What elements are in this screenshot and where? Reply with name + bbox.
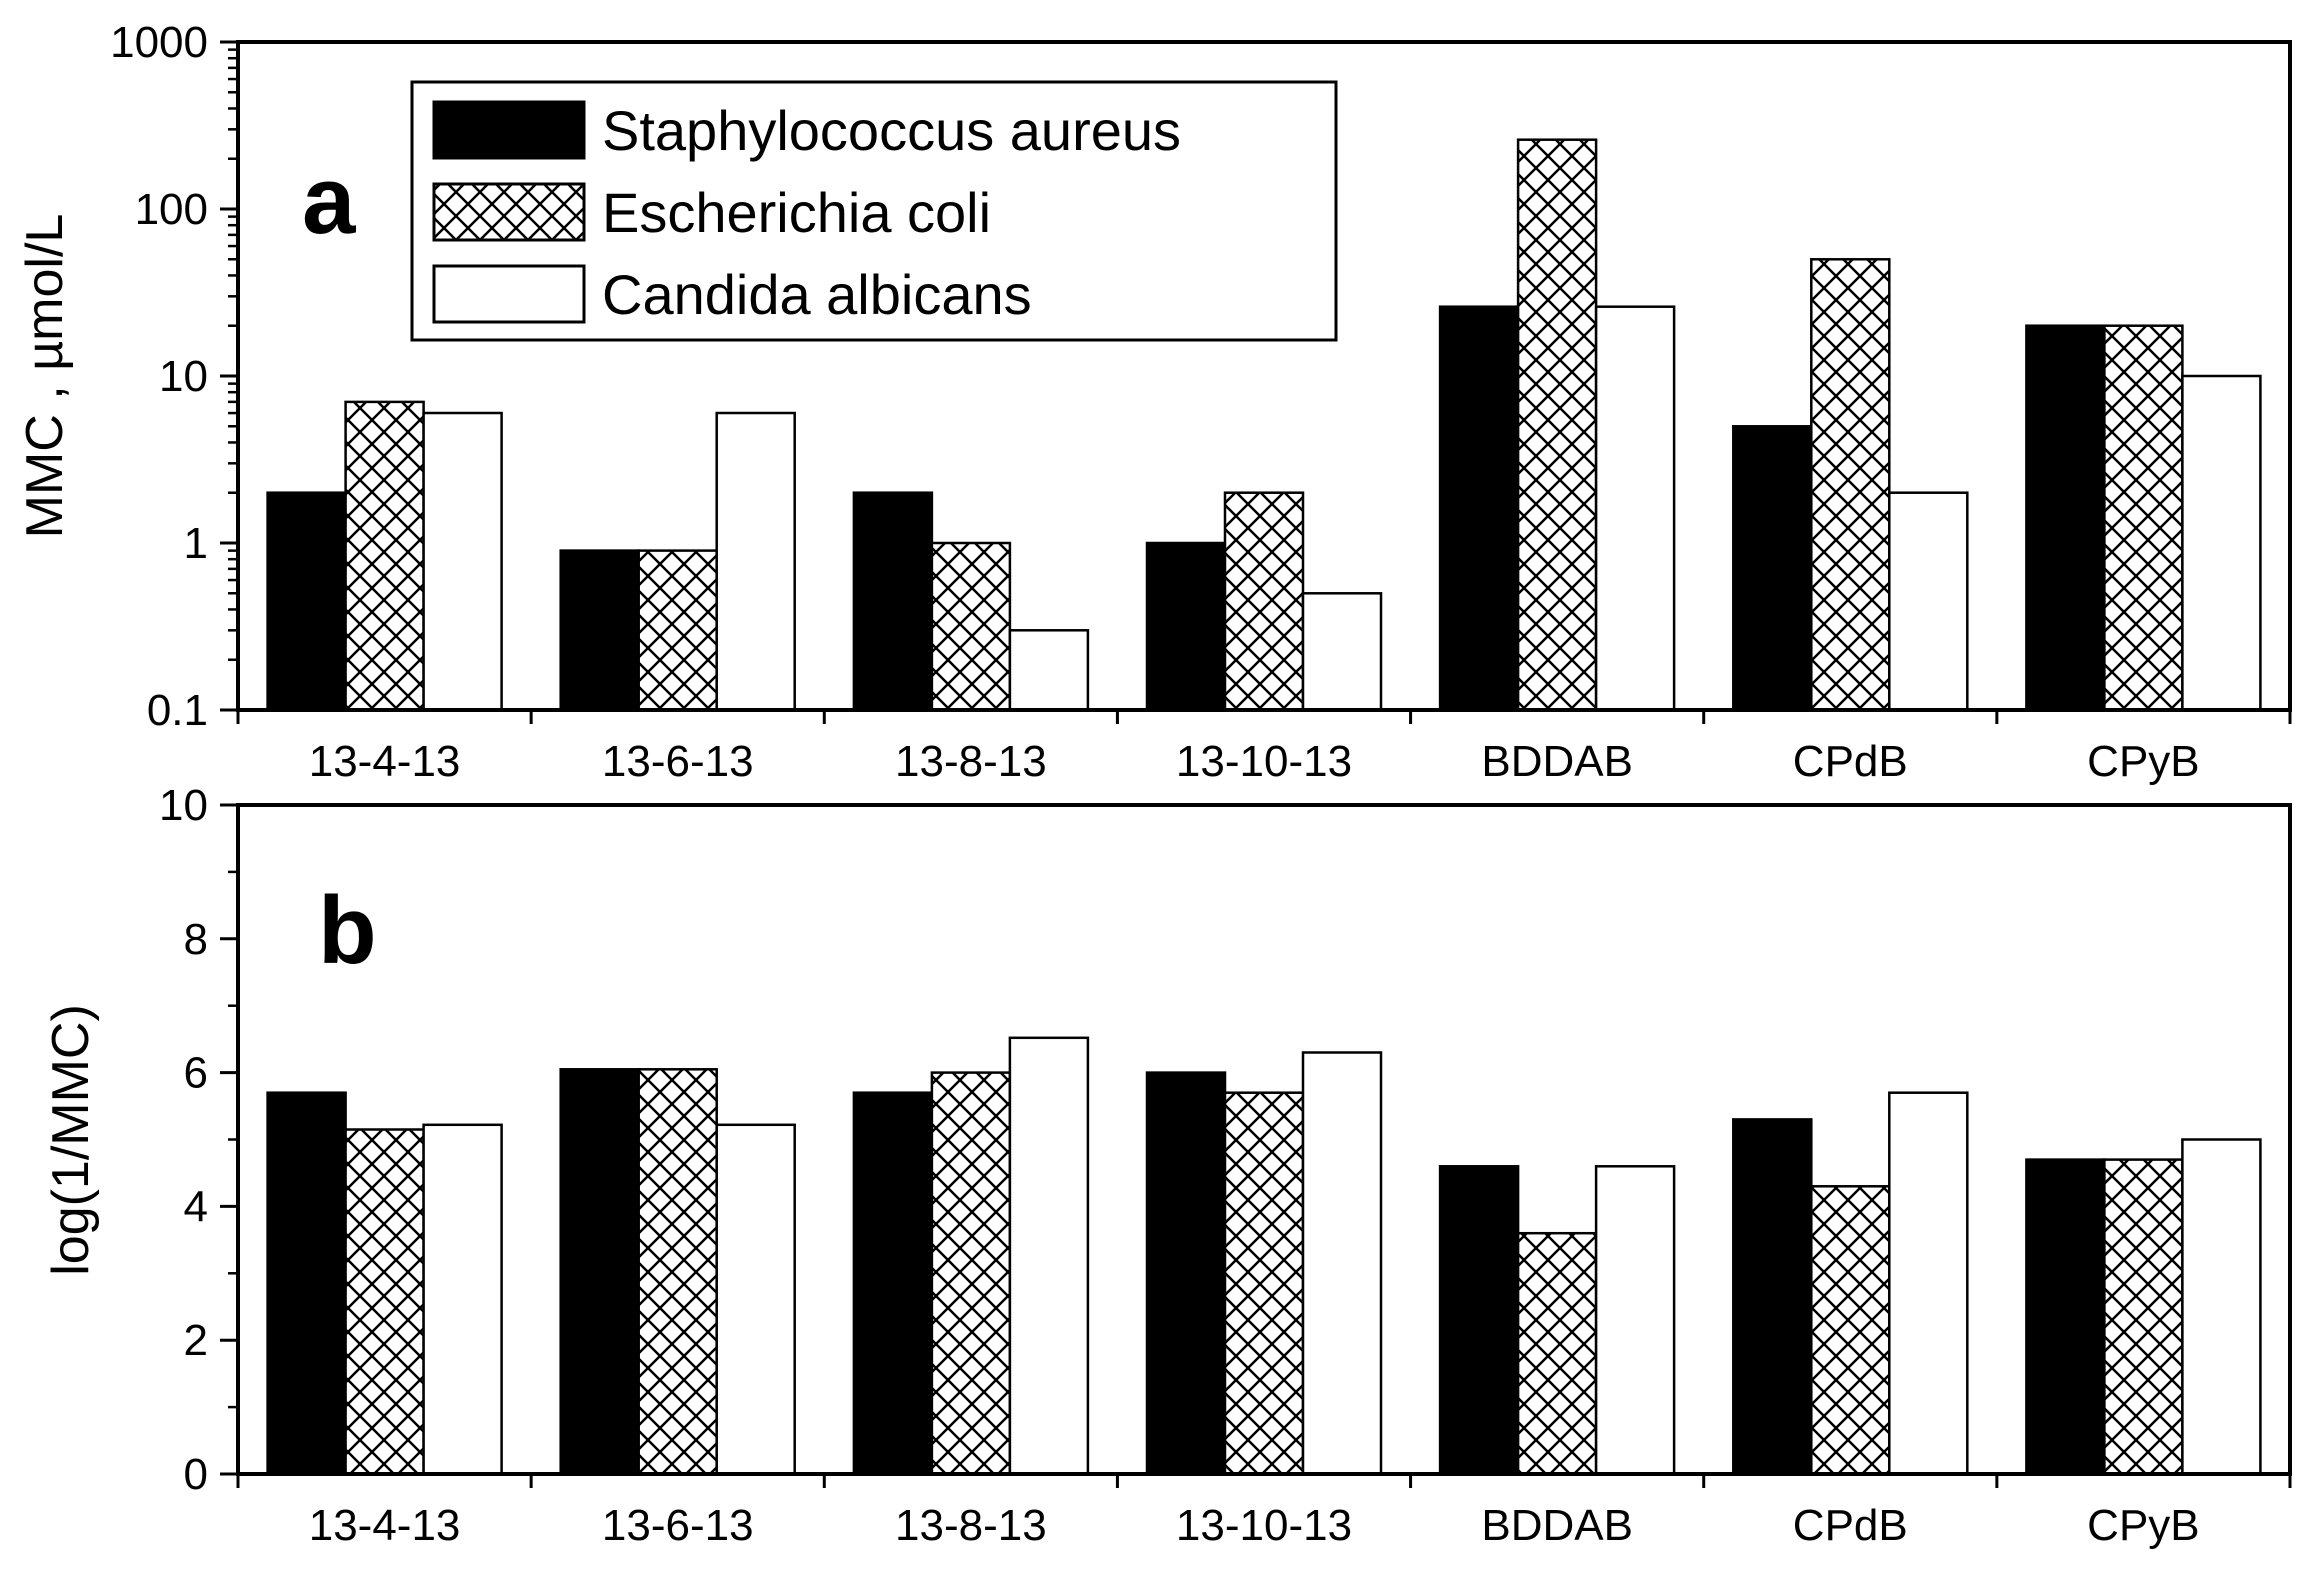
bar-b-CPyB-candida (2181, 1138, 2262, 1476)
y-tick-label-a-3: 100 (135, 185, 208, 234)
bar-b-13-10-13-candida (1301, 1051, 1383, 1476)
panel-b-letter: b (318, 877, 377, 984)
panel-b-y-axis-title: log(1/MMC) (42, 1004, 100, 1276)
bar-a-CPdB-staphylococcus (1732, 425, 1813, 712)
y-tick-label-a-4: 1000 (110, 18, 208, 67)
bar-b-BDDAB-staphylococcus (1438, 1165, 1520, 1476)
y-tick-label-a-0: 0.1 (147, 686, 208, 735)
x-tick-label-a-13-8-13: 13-8-13 (895, 737, 1047, 786)
legend-swatch-escherichia (432, 182, 586, 242)
legend-label-staphylococcus: Staphylococcus aureus (602, 99, 1181, 162)
bar-a-13-6-13-escherichia (637, 549, 718, 712)
bar-a-CPdB-candida (1888, 491, 1969, 712)
bar-a-13-4-13-staphylococcus (266, 491, 347, 712)
bar-b-13-6-13-escherichia (637, 1068, 718, 1476)
y-tick-label-a-2: 10 (159, 352, 208, 401)
panel-b-x-ticks: 13-4-13 13-6-13 13-8-13 13-10-13 BDDAB CPdB CP… (236, 1474, 2292, 1550)
bar-a-13-6-13-candida (715, 411, 796, 712)
panel-a: 0.1 1 10 100 1000 13-4-13 13-6-13 13-8-13 13-10… (16, 18, 2292, 786)
y-tick-label-b-3: 6 (184, 1049, 208, 1098)
bar-a-13-10-13-candida (1301, 592, 1383, 712)
bar-b-13-8-13-staphylococcus (852, 1091, 934, 1476)
x-tick-label-a-CPdB: CPdB (1793, 737, 1908, 786)
bar-b-13-4-13-staphylococcus (266, 1091, 347, 1476)
bar-a-CPyB-escherichia (2103, 324, 2184, 712)
bar-b-13-8-13-escherichia (930, 1071, 1012, 1476)
bar-a-BDDAB-candida (1594, 305, 1676, 712)
x-tick-label-b-BDDAB: BDDAB (1481, 1501, 1633, 1550)
bar-b-13-10-13-escherichia (1223, 1091, 1305, 1476)
bar-b-13-6-13-staphylococcus (559, 1068, 640, 1476)
y-tick-label-b-1: 2 (184, 1316, 208, 1365)
bar-b-BDDAB-escherichia (1516, 1231, 1598, 1476)
bar-a-CPyB-staphylococcus (2025, 324, 2106, 712)
bar-b-13-4-13-escherichia (344, 1128, 425, 1476)
panel-b-y-ticks: 0 2 4 6 8 10 (159, 781, 238, 1499)
bar-a-13-8-13-candida (1008, 629, 1090, 712)
legend-label-candida: Candida albicans (602, 263, 1032, 326)
bar-a-BDDAB-escherichia (1516, 138, 1598, 712)
x-tick-label-b-13-10-13: 13-10-13 (1176, 1501, 1352, 1550)
x-tick-label-b-13-6-13: 13-6-13 (602, 1501, 754, 1550)
legend-label-escherichia: Escherichia coli (602, 181, 991, 244)
x-tick-label-b-CPyB: CPyB (2087, 1501, 2199, 1550)
bar-b-13-8-13-candida (1008, 1036, 1090, 1476)
panel-a-y-ticks: 0.1 1 10 100 1000 (110, 18, 238, 735)
bar-b-BDDAB-candida (1594, 1165, 1676, 1476)
legend-swatch-staphylococcus (432, 100, 586, 160)
bar-b-CPdB-staphylococcus (1732, 1118, 1813, 1476)
bar-a-13-6-13-staphylococcus (559, 549, 640, 712)
panel-a-y-axis-title: MMC , µmol/L (16, 214, 74, 539)
panel-a-frame (236, 40, 2292, 712)
bar-a-CPyB-candida (2181, 374, 2262, 712)
bar-a-13-10-13-staphylococcus (1145, 541, 1227, 712)
legend: Staphylococcus aureus Escherichia coli C… (410, 80, 1338, 342)
y-tick-label-a-1: 1 (184, 519, 208, 568)
bar-b-CPdB-candida (1888, 1091, 1969, 1476)
bar-b-CPyB-escherichia (2103, 1158, 2184, 1476)
x-tick-label-a-13-6-13: 13-6-13 (602, 737, 754, 786)
panel-b-bars (266, 1036, 2262, 1476)
bar-b-13-6-13-candida (715, 1123, 796, 1476)
x-tick-label-a-13-4-13: 13-4-13 (309, 737, 461, 786)
bar-b-13-4-13-candida (422, 1123, 503, 1476)
panel-b: 0 2 4 6 8 10 13-4-13 13-6-13 13-8-13 13-10-13 BDD… (42, 781, 2292, 1550)
x-tick-label-a-CPyB: CPyB (2087, 737, 2199, 786)
bar-a-13-8-13-escherichia (930, 541, 1012, 712)
panel-b-frame (236, 803, 2292, 1476)
y-tick-label-b-4: 8 (184, 915, 208, 964)
x-tick-label-b-13-8-13: 13-8-13 (895, 1501, 1047, 1550)
x-tick-label-a-13-10-13: 13-10-13 (1176, 737, 1352, 786)
bar-b-CPdB-escherichia (1810, 1185, 1891, 1476)
bar-a-13-4-13-escherichia (344, 400, 425, 712)
bar-a-BDDAB-staphylococcus (1438, 305, 1520, 712)
bar-a-13-4-13-candida (422, 411, 503, 712)
panel-a-letter: a (302, 147, 356, 254)
x-tick-label-b-CPdB: CPdB (1793, 1501, 1908, 1550)
bar-b-CPyB-staphylococcus (2025, 1158, 2106, 1476)
legend-swatch-candida (432, 264, 586, 324)
x-tick-label-b-13-4-13: 13-4-13 (309, 1501, 461, 1550)
y-tick-label-b-2: 4 (184, 1182, 208, 1231)
bar-b-13-10-13-staphylococcus (1145, 1071, 1227, 1476)
y-tick-label-b-0: 0 (184, 1450, 208, 1499)
bar-a-13-8-13-staphylococcus (852, 491, 934, 712)
panel-a-bars (266, 138, 2262, 712)
panel-a-x-ticks: 13-4-13 13-6-13 13-8-13 13-10-13 BDDAB CPdB CP… (236, 710, 2292, 786)
y-tick-label-b-5: 10 (159, 781, 208, 830)
bar-a-CPdB-escherichia (1810, 258, 1891, 712)
bar-a-13-10-13-escherichia (1223, 491, 1305, 712)
x-tick-label-a-BDDAB: BDDAB (1481, 737, 1633, 786)
